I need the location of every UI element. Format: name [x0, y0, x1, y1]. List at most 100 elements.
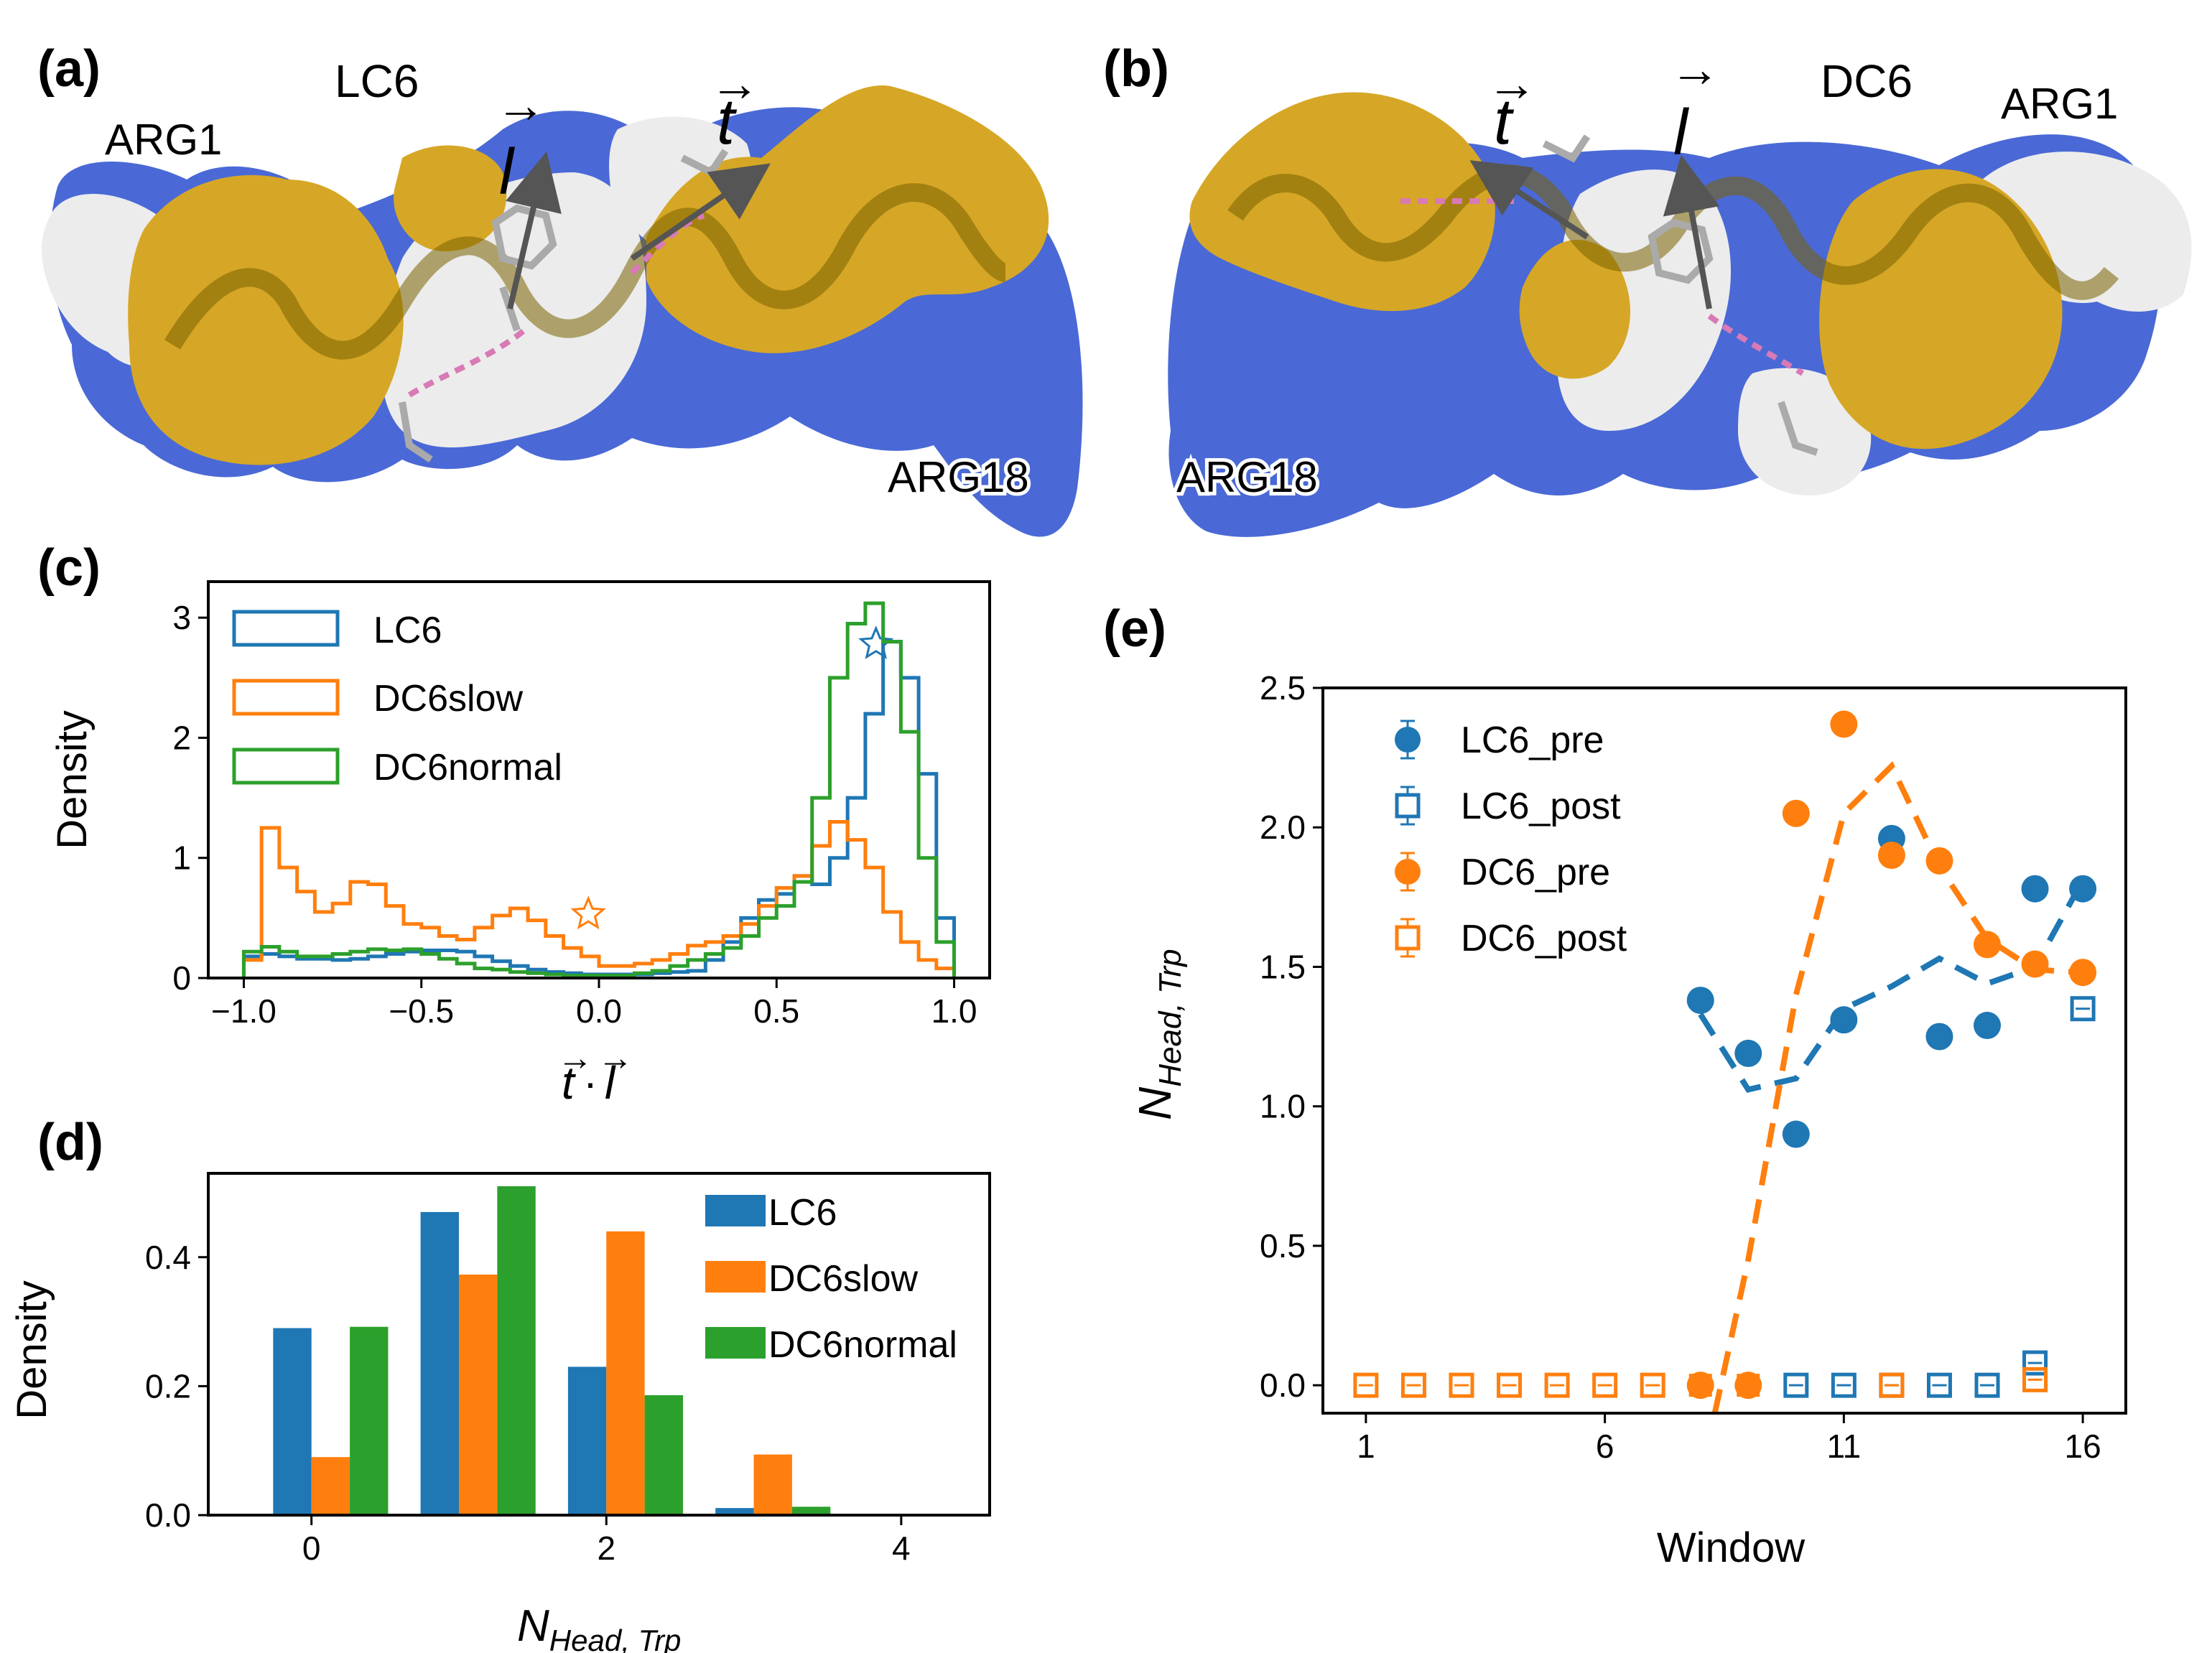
point-DC6_post: [1353, 1372, 1379, 1398]
bar-LC6-2: [567, 1366, 607, 1515]
hbond-a: [407, 213, 705, 398]
panel-label-c: (c): [37, 539, 101, 597]
chart-e-series: [1353, 710, 2097, 1413]
res-end-a: ARG18: [888, 453, 1029, 501]
point-LC6_post: [1926, 1372, 1952, 1398]
panel-label-d: (d): [37, 1114, 103, 1171]
point-LC6_post: [1783, 1372, 1809, 1398]
legend-e-marker-2: [1395, 859, 1421, 885]
vector-l-b: [1663, 154, 1720, 309]
chart-c-xlabel: t → · l →: [557, 1038, 633, 1109]
panel-label-b: (b): [1103, 40, 1169, 98]
chart-e-xticks: 1 6 11 16: [1357, 1413, 2101, 1465]
hbond-b: [1400, 197, 1805, 376]
chart-e: 1 6 11 16 0.00.51.01.52.02.5 Window NHead, …: [1129, 669, 2127, 1571]
bar-DC6slow-1: [458, 1275, 498, 1515]
point-LC6_pre: [1830, 1006, 1858, 1034]
star-LC6: [858, 625, 894, 659]
vec1-a-arrow: →: [496, 77, 546, 133]
vec1-a: l: [499, 136, 516, 208]
legend-d-label-0: LC6: [768, 1192, 837, 1234]
vec2-a: t: [717, 86, 738, 158]
legend-d-swatch-1: [705, 1261, 766, 1293]
legend-c-label-1: DC6slow: [373, 678, 523, 720]
bar-LC6-0: [273, 1328, 312, 1515]
point-DC6_pre: [1877, 842, 1905, 870]
res-end-b: ARG18: [1176, 453, 1318, 501]
structure-title-b: DC6: [1821, 55, 1913, 107]
vec2-b: l: [1673, 97, 1690, 169]
vec1-b: t: [1494, 86, 1515, 158]
point-DC6_pre: [1974, 931, 2002, 959]
res-start-a: ARG1: [105, 116, 222, 164]
ytick-label: 2: [172, 719, 191, 756]
chart-d-bars: [273, 1186, 831, 1515]
chart-c: −1.0 −0.5 0.0 0.5 1.0 0 1 2 3 Density t → · l →…: [49, 580, 991, 1109]
point-DC6_post: [1400, 1372, 1426, 1398]
ytick-label: 2.5: [1260, 669, 1306, 707]
point-DC6_pre: [1830, 710, 1858, 738]
chart-d-legend: LC6 DC6slow DC6normal: [705, 1192, 957, 1366]
panel-label-a: (a): [37, 40, 101, 98]
trend-DC6-trend: [1711, 760, 2083, 1413]
chart-c-frame: [207, 580, 991, 979]
ytick-label: 0.0: [145, 1496, 191, 1534]
surface-yellow-a: [128, 174, 404, 465]
point-LC6_post: [2022, 1350, 2048, 1376]
chart-d-ylabel: Density: [9, 1280, 55, 1419]
sidechain-b: [1542, 134, 1818, 456]
xlabel-l: l: [605, 1057, 616, 1109]
xtick-label: 0.5: [753, 992, 799, 1030]
bar-DC6normal-1: [497, 1186, 536, 1515]
chart-c-series: [241, 601, 957, 978]
panel-label-e: (e): [1103, 600, 1166, 658]
xtick-label: 6: [1596, 1428, 1614, 1465]
vector-t-a: [630, 163, 771, 261]
point-LC6_pre: [2021, 875, 2049, 903]
legend-e-marker-1: [1395, 793, 1421, 819]
hist-DC6slow: [241, 820, 957, 978]
chart-d-xlabel: NHead, Trp: [517, 1601, 681, 1653]
point-LC6_post: [2070, 996, 2096, 1022]
helix-a: [164, 183, 1008, 360]
point-LC6_pre: [2069, 875, 2097, 903]
legend-d-label-1: DC6slow: [768, 1258, 918, 1300]
point-DC6_post: [1497, 1372, 1523, 1398]
chart-e-yticks: 0.0 0.5 1.0 1.5 2.0 2.5: [1260, 669, 1323, 1404]
surface-yellow-b: [1189, 92, 1495, 312]
bar-LC6-1: [420, 1211, 459, 1515]
chart-d: 0 2 4 0.0 0.2 0.4 Density NHead, Trp LC6 DC6…: [9, 1172, 991, 1653]
point-DC6_pre: [2021, 950, 2049, 978]
chart-e-xlabel: Window: [1657, 1524, 1806, 1571]
point-LC6_pre: [1974, 1012, 2002, 1040]
chart-c-ylabel: Density: [49, 710, 96, 849]
legend-d-swatch-2: [705, 1327, 766, 1359]
point-DC6_post: [2022, 1366, 2048, 1392]
xlabel-l-arrow: →: [598, 1038, 633, 1078]
vector-t-b: [1469, 160, 1589, 240]
legend-c-swatch-2: [232, 748, 340, 785]
xlabel-t: t: [562, 1057, 576, 1109]
legend-e-marker-0: [1395, 727, 1421, 753]
vec2-a-arrow: →: [710, 55, 760, 111]
xtick-label: −0.5: [389, 992, 454, 1030]
chart-d-frame: [207, 1172, 991, 1517]
point-LC6_pre: [1782, 1120, 1810, 1148]
hist-DC6normal: [241, 601, 957, 978]
surface-white-b3: [1738, 368, 1872, 495]
point-DC6_pre: [1925, 847, 1953, 875]
res-start-b: ARG1: [2001, 80, 2118, 128]
point-LC6_pre: [1686, 987, 1714, 1015]
ytick-label: 0.0: [1260, 1366, 1306, 1404]
chart-e-legend: LC6_pre LC6_post DC6_pre DC6_post: [1395, 720, 1627, 959]
xtick-label: 11: [1826, 1428, 1861, 1465]
ytick-label: 0.2: [145, 1367, 191, 1405]
ytick-label: 3: [172, 599, 191, 636]
vector-l-a: [505, 152, 562, 309]
hist-LC6: [241, 640, 957, 978]
point-DC6_post-filled: [1688, 1374, 1712, 1397]
structure-a: [42, 85, 1083, 537]
bar-DC6normal-0: [350, 1326, 389, 1515]
ytick-label: 1.5: [1260, 948, 1306, 985]
xlabel-t-arrow: →: [557, 1038, 593, 1078]
